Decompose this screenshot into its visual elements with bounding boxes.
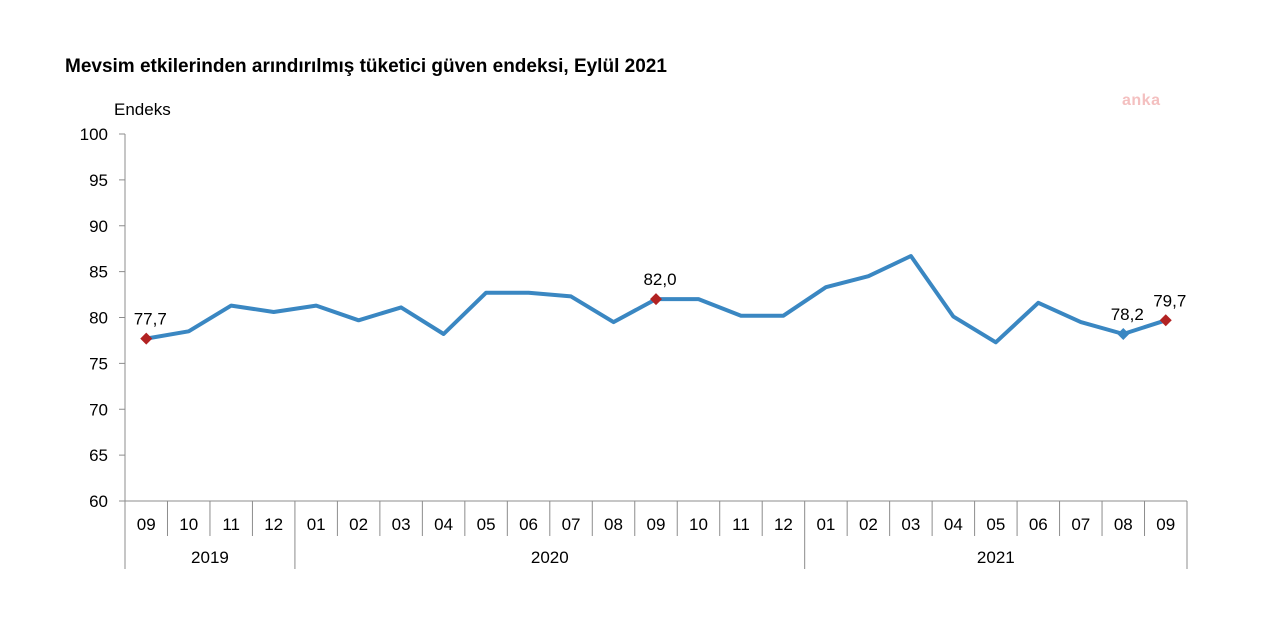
x-tick-label: 06 — [519, 515, 538, 534]
data-label: 78,2 — [1111, 305, 1144, 324]
y-tick-label: 70 — [89, 400, 108, 419]
data-point-marker — [650, 293, 662, 306]
x-tick-label: 01 — [816, 515, 835, 534]
data-point-marker — [1159, 314, 1172, 327]
x-tick-label: 04 — [434, 515, 453, 534]
x-tick-label: 04 — [944, 515, 963, 534]
y-tick-label: 100 — [80, 125, 108, 144]
x-tick-label: 09 — [137, 515, 156, 534]
x-tick-label: 11 — [222, 515, 240, 534]
x-tick-label: 11 — [732, 515, 750, 534]
x-tick-label: 12 — [774, 515, 793, 534]
year-label: 2021 — [977, 548, 1015, 567]
data-label: 79,7 — [1153, 291, 1186, 310]
data-label: 77,7 — [134, 310, 167, 329]
data-label: 82,0 — [643, 270, 676, 289]
y-tick-label: 65 — [89, 446, 108, 465]
x-tick-label: 09 — [647, 515, 666, 534]
y-tick-label: 80 — [89, 309, 108, 328]
x-tick-label: 08 — [604, 515, 623, 534]
y-tick-label: 60 — [89, 492, 108, 511]
watermark-logo: anka — [1122, 92, 1161, 109]
x-tick-label: 03 — [901, 515, 920, 534]
x-tick-label: 02 — [349, 515, 368, 534]
x-tick-label: 05 — [986, 515, 1005, 534]
x-tick-label: 06 — [1029, 515, 1048, 534]
x-tick-label: 07 — [1071, 515, 1090, 534]
y-axis-label: Endeks — [114, 100, 171, 119]
chart-title: Mevsim etkilerinden arındırılmış tüketic… — [65, 56, 667, 77]
year-label: 2019 — [191, 548, 229, 567]
x-tick-label: 02 — [859, 515, 878, 534]
x-tick-label: 10 — [689, 515, 708, 534]
data-point-marker — [140, 332, 153, 345]
x-tick-label: 12 — [264, 515, 283, 534]
x-tick-label: 10 — [179, 515, 198, 534]
data-point-marker — [1117, 328, 1130, 341]
y-tick-label: 90 — [89, 217, 108, 236]
x-tick-label: 09 — [1156, 515, 1175, 534]
x-tick-label: 03 — [392, 515, 411, 534]
y-tick-label: 75 — [89, 354, 108, 373]
y-tick-label: 95 — [89, 171, 108, 190]
y-tick-label: 85 — [89, 263, 108, 282]
x-tick-label: 08 — [1114, 515, 1133, 534]
x-tick-label: 07 — [562, 515, 581, 534]
year-label: 2020 — [531, 548, 569, 567]
x-tick-label: 05 — [477, 515, 496, 534]
x-tick-label: 01 — [307, 515, 326, 534]
